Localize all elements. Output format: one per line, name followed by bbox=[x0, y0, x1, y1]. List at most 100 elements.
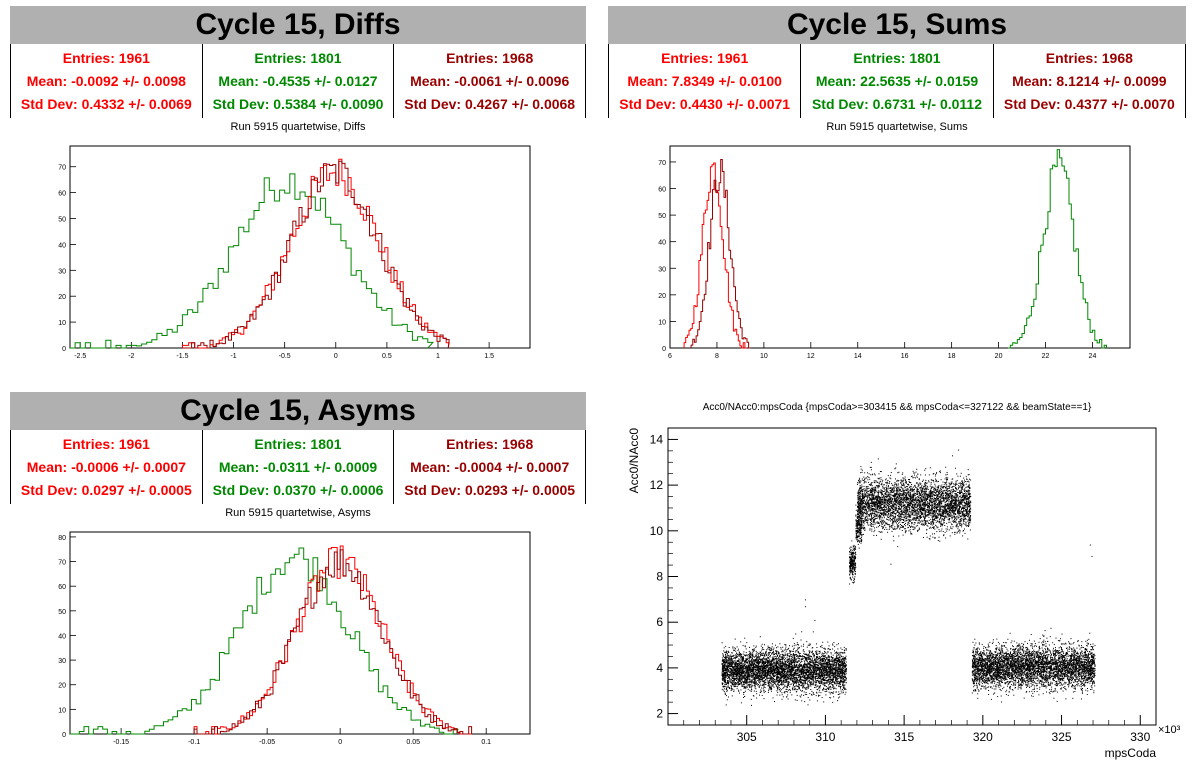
scatter-point bbox=[801, 684, 803, 686]
scatter-point bbox=[749, 666, 750, 668]
scatter-point bbox=[790, 659, 792, 661]
scatter-point bbox=[809, 655, 811, 657]
scatter-point bbox=[727, 681, 729, 683]
scatter-point bbox=[823, 676, 825, 678]
scatter-point bbox=[837, 676, 839, 677]
scatter-point bbox=[801, 679, 803, 681]
scatter-point bbox=[803, 675, 805, 677]
scatter-point bbox=[812, 662, 814, 664]
scatter-point bbox=[793, 650, 795, 652]
scatter-point bbox=[807, 681, 808, 683]
scatter-point bbox=[763, 661, 765, 663]
scatter-point bbox=[759, 678, 760, 680]
scatter-point bbox=[775, 650, 777, 652]
scatter-point bbox=[749, 670, 751, 672]
scatter-point bbox=[789, 671, 791, 672]
scatter-point bbox=[748, 659, 750, 661]
scatter-point bbox=[730, 674, 732, 676]
scatter-point bbox=[730, 668, 732, 670]
scatter-point bbox=[805, 664, 807, 666]
scatter-point bbox=[726, 682, 728, 683]
scatter-point bbox=[757, 655, 759, 657]
scatter-point bbox=[762, 673, 764, 675]
scatter-point bbox=[729, 668, 731, 669]
scatter-point bbox=[815, 656, 817, 658]
scatter-point bbox=[834, 677, 836, 679]
scatter-point bbox=[736, 686, 738, 688]
scatter-point bbox=[845, 649, 847, 651]
stat-entries: Entries: 1961 bbox=[661, 49, 749, 66]
scatter-point bbox=[731, 672, 733, 674]
scatter-point bbox=[838, 662, 840, 664]
y-tick-label: 30 bbox=[58, 658, 66, 665]
y-tick-label: 0 bbox=[62, 346, 66, 353]
scatter-point bbox=[786, 667, 788, 669]
scatter-point bbox=[767, 691, 769, 693]
scatter-point bbox=[799, 660, 801, 662]
scatter-point bbox=[756, 674, 758, 676]
scatter-point bbox=[824, 660, 826, 662]
scatter-point bbox=[785, 677, 786, 678]
scatter-point bbox=[828, 664, 830, 665]
scatter-point bbox=[835, 691, 837, 693]
scatter-point bbox=[834, 682, 835, 683]
scatter-point bbox=[812, 659, 814, 661]
scatter-point bbox=[769, 688, 771, 690]
scatter-point bbox=[821, 664, 823, 666]
scatter-point bbox=[739, 683, 741, 685]
scatter-point bbox=[742, 684, 744, 686]
scatter-point bbox=[793, 655, 795, 657]
scatter-point bbox=[726, 672, 728, 674]
scatter-point bbox=[788, 671, 790, 673]
scatter-point bbox=[842, 666, 843, 668]
scatter-point bbox=[845, 674, 847, 676]
scatter-point bbox=[818, 676, 819, 678]
scatter-point bbox=[781, 668, 783, 670]
scatter-point bbox=[744, 662, 745, 664]
scatter-point bbox=[781, 684, 783, 686]
scatter-point bbox=[723, 680, 725, 682]
scatter-point bbox=[837, 657, 839, 659]
scatter-point bbox=[812, 676, 814, 678]
scatter-point bbox=[773, 667, 775, 668]
scatter-point bbox=[783, 667, 784, 669]
scatter-point bbox=[722, 676, 724, 678]
scatter-point bbox=[835, 677, 837, 679]
scatter-point bbox=[810, 678, 812, 680]
scatter-point bbox=[812, 668, 814, 670]
scatter-point bbox=[736, 646, 738, 648]
scatter-point bbox=[737, 662, 739, 664]
scatter-point bbox=[752, 650, 754, 652]
scatter-point bbox=[821, 667, 823, 668]
scatter-point bbox=[841, 692, 843, 694]
scatter-point bbox=[845, 668, 847, 669]
scatter-point bbox=[816, 681, 818, 683]
scatter-point bbox=[738, 674, 740, 676]
scatter-point bbox=[813, 654, 815, 656]
scatter-point bbox=[772, 659, 774, 660]
scatter-point bbox=[775, 683, 776, 685]
scatter-point bbox=[780, 678, 782, 680]
scatter-point bbox=[841, 670, 843, 672]
scatter-point bbox=[786, 656, 788, 658]
scatter-point bbox=[788, 670, 790, 672]
scatter-point bbox=[724, 664, 726, 666]
scatter-point bbox=[752, 660, 754, 662]
scatter-point bbox=[793, 681, 795, 683]
scatter-point bbox=[743, 656, 744, 658]
scatter-point bbox=[774, 644, 776, 646]
x-tick-label: -2.5 bbox=[74, 353, 86, 360]
scatter-point bbox=[839, 676, 841, 677]
scatter-point bbox=[843, 662, 845, 663]
scatter-point bbox=[816, 667, 818, 669]
scatter-point bbox=[768, 686, 770, 687]
scatter-point bbox=[781, 665, 783, 667]
scatter-point bbox=[831, 678, 833, 680]
scatter-point bbox=[796, 683, 797, 685]
scatter-point bbox=[824, 680, 826, 682]
scatter-point bbox=[843, 679, 845, 681]
scatter-point bbox=[782, 660, 784, 662]
scatter-point bbox=[776, 647, 777, 649]
scatter-point bbox=[746, 677, 748, 679]
scatter-point bbox=[810, 661, 812, 663]
